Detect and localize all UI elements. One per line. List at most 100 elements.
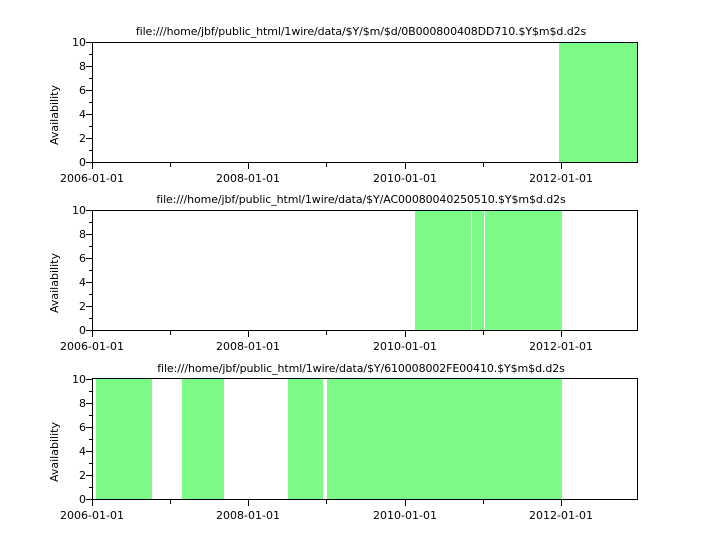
panel-2-ytick-mark	[86, 234, 92, 236]
panel-1-ytick-minor	[88, 150, 92, 152]
panel-2-xtick-minor	[170, 331, 172, 335]
panel-2-ytick-mark	[86, 210, 92, 212]
panel-1: file:///home/jbf/public_html/1wire/data/…	[0, 0, 722, 190]
availability-bar	[559, 43, 637, 162]
panel-3-xtick-minor	[483, 500, 485, 504]
panel-2-ytick-0: 0	[79, 324, 86, 337]
panel-2-ytick-10: 10	[72, 204, 86, 217]
panel-2-ytick-mark	[86, 330, 92, 332]
panel-3-xtick-2010: 2010-01-01	[373, 509, 437, 522]
panel-2-xtick-mark	[405, 331, 407, 337]
panel-3: file:///home/jbf/public_html/1wire/data/…	[0, 336, 722, 536]
panel-3-ytick-mark	[86, 427, 92, 429]
panel-1-title: file:///home/jbf/public_html/1wire/data/…	[135, 25, 587, 38]
panel-3-ytick-6: 6	[79, 421, 86, 434]
panel-3-xtick-mark	[248, 500, 250, 506]
panel-1-ytick-mark	[86, 114, 92, 116]
panel-3-xtick-minor	[326, 500, 328, 504]
panel-1-ytick-2: 2	[79, 132, 86, 145]
panel-1-ytick-minor	[88, 54, 92, 56]
panel-3-ytick-0: 0	[79, 493, 86, 506]
panel-2-ytick-mark	[86, 306, 92, 308]
panel-3-xtick-mark	[405, 500, 407, 506]
panel-3-ytick-minor	[88, 439, 92, 441]
panel-3-xtick-2012: 2012-01-01	[529, 509, 593, 522]
panel-2-xtick-mark	[92, 331, 94, 337]
panel-3-plot-area	[92, 378, 638, 500]
panel-2-ytick-minor	[88, 222, 92, 224]
panel-1-xtick-mark	[561, 163, 563, 169]
panel-1-ytick-8: 8	[79, 60, 86, 73]
panel-3-ytick-8: 8	[79, 397, 86, 410]
panel-1-xtick-minor	[170, 163, 172, 167]
panel-1-ytick-4: 4	[79, 108, 86, 121]
availability-bar	[472, 211, 484, 330]
panel-3-ytick-mark	[86, 499, 92, 501]
panel-2-plot-area	[92, 210, 638, 331]
availability-bar	[96, 379, 152, 499]
availability-bar	[415, 211, 471, 330]
panel-1-ytick-mark	[86, 162, 92, 164]
panel-1-xtick-mark	[248, 163, 250, 169]
panel-3-xtick-mark	[92, 500, 94, 506]
panel-2-ytick-minor	[88, 294, 92, 296]
panel-3-xtick-2006: 2006-01-01	[60, 509, 124, 522]
panel-1-xtick-mark	[92, 163, 94, 169]
panel-1-xtick-2008: 2008-01-01	[216, 172, 280, 185]
panel-1-ytick-mark	[86, 138, 92, 140]
panel-3-ytick-10: 10	[72, 373, 86, 386]
panel-1-ytick-minor	[88, 126, 92, 128]
panel-1-ytick-10: 10	[72, 36, 86, 49]
panel-3-xtick-minor	[170, 500, 172, 504]
panel-2-ytick-minor	[88, 318, 92, 320]
panel-1-xtick-2006: 2006-01-01	[60, 172, 124, 185]
panel-1-xtick-minor	[326, 163, 328, 167]
panel-2-xtick-2010: 2010-01-01	[373, 340, 437, 353]
panel-2-ytick-mark	[86, 258, 92, 260]
availability-bar	[182, 379, 224, 499]
panel-2-ytick-6: 6	[79, 252, 86, 265]
panel-1-xtick-minor	[483, 163, 485, 167]
panel-3-ytick-mark	[86, 379, 92, 381]
panel-3-ytick-4: 4	[79, 445, 86, 458]
panel-2-ytick-mark	[86, 282, 92, 284]
availability-bar	[288, 379, 323, 499]
panel-2-xtick-2008: 2008-01-01	[216, 340, 280, 353]
panel-2-xtick-2012: 2012-01-01	[529, 340, 593, 353]
panel-1-ytick-0: 0	[79, 156, 86, 169]
panel-1-ytick-minor	[88, 102, 92, 104]
panel-2-ytick-8: 8	[79, 228, 86, 241]
panel-2-ytick-minor	[88, 246, 92, 248]
panel-2-xtick-mark	[248, 331, 250, 337]
panel-3-ytick-mark	[86, 475, 92, 477]
panel-1-ytick-mark	[86, 66, 92, 68]
panel-3-ytick-2: 2	[79, 469, 86, 482]
panel-2-xtick-minor	[326, 331, 328, 335]
panel-1-ytick-mark	[86, 90, 92, 92]
panel-2-title: file:///home/jbf/public_html/1wire/data/…	[156, 193, 566, 206]
panel-1-plot-area	[92, 42, 638, 163]
panel-3-ytick-minor	[88, 391, 92, 393]
panel-1-ytick-mark	[86, 42, 92, 44]
panel-1-ytick-minor	[88, 78, 92, 80]
panel-3-xtick-2008: 2008-01-01	[216, 509, 280, 522]
panel-3-ytick-minor	[88, 463, 92, 465]
panel-3-ytick-minor	[88, 487, 92, 489]
panel-3-title: file:///home/jbf/public_html/1wire/data/…	[157, 362, 565, 375]
panel-1-ytick-6: 6	[79, 84, 86, 97]
panel-1-xtick-mark	[405, 163, 407, 169]
panel-2-ytick-2: 2	[79, 300, 86, 313]
panel-2-ytick-minor	[88, 270, 92, 272]
panel-2-xtick-minor	[483, 331, 485, 335]
panel-3-ytick-minor	[88, 415, 92, 417]
panel-3-ytick-mark	[86, 451, 92, 453]
panel-3-xtick-mark	[561, 500, 563, 506]
panel-3-ytick-mark	[86, 403, 92, 405]
panel-2-xtick-mark	[561, 331, 563, 337]
panel-2: file:///home/jbf/public_html/1wire/data/…	[0, 168, 722, 358]
panel-2-ytick-4: 4	[79, 276, 86, 289]
availability-bar	[327, 379, 562, 499]
panel-2-xtick-2006: 2006-01-01	[60, 340, 124, 353]
availability-bar	[485, 211, 562, 330]
